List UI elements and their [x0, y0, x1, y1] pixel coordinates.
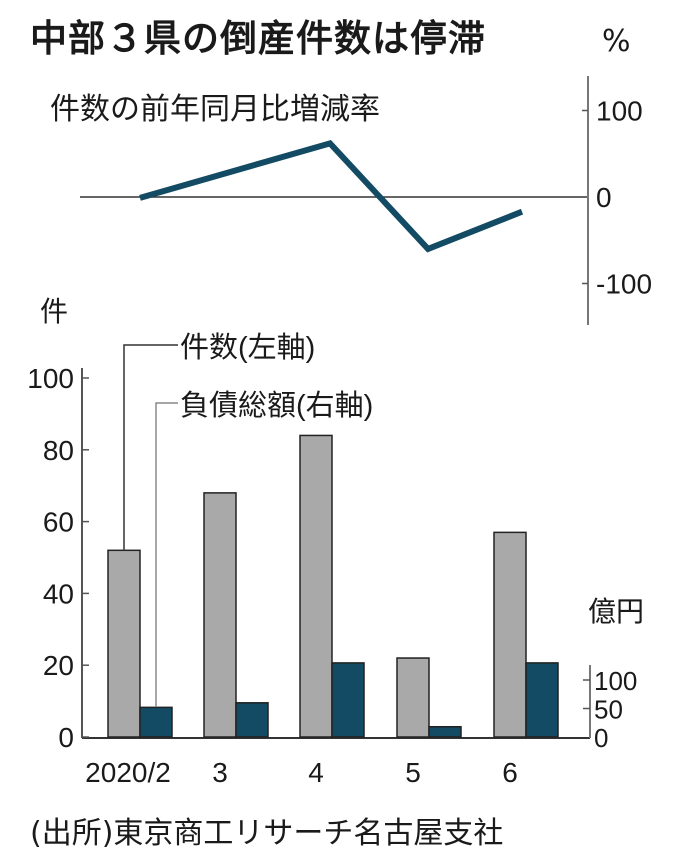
- left-tick-label: 0: [58, 722, 74, 753]
- left-tick-label: 40: [43, 578, 74, 609]
- debt-bar: [139, 706, 173, 738]
- line-y-tick-label: 100: [596, 96, 643, 127]
- line-y-tick-label: 0: [596, 182, 612, 213]
- bar-series: [107, 434, 559, 738]
- count-bar: [107, 549, 141, 738]
- count-bar: [203, 492, 237, 738]
- x-tick-label: 3: [212, 757, 228, 788]
- x-tick-label: 5: [405, 757, 421, 788]
- line-y-ticks: 100 0 -100: [582, 96, 652, 300]
- left-tick-label: 100: [27, 363, 74, 394]
- x-tick-label: 6: [502, 757, 518, 788]
- yoy-change-line: [139, 139, 524, 253]
- count-bar: [396, 657, 430, 738]
- chart-title: 中部３県の倒産件数は停滞: [30, 17, 486, 60]
- right-tick-label: 50: [594, 695, 623, 725]
- right-tick-label: 100: [594, 666, 637, 696]
- bar-left-ticks: 0 20 40 60 80 100: [27, 363, 89, 753]
- debt-bar: [428, 725, 462, 738]
- legend-leader-count: [123, 344, 178, 551]
- line-subtitle: 件数の前年同月比増減率: [50, 92, 380, 127]
- x-tick-label: 4: [308, 757, 324, 788]
- count-bar: [299, 434, 333, 738]
- count-bar: [493, 531, 527, 738]
- line-chart: 100 0 -100: [80, 76, 652, 325]
- line-y-tick-label: -100: [596, 269, 652, 300]
- legend-count: 件数(左軸): [180, 331, 315, 364]
- left-tick-label: 20: [43, 650, 74, 681]
- source-note: (出所)東京商工リサーチ名古屋支社: [30, 816, 504, 851]
- bar-left-unit-label: 件: [40, 295, 69, 328]
- left-tick-label: 60: [43, 507, 74, 538]
- right-tick-label: 0: [594, 723, 608, 753]
- x-tick-label: 2020/2: [85, 757, 171, 788]
- debt-bar: [235, 702, 269, 738]
- legend-debt: 負債総額(右軸): [180, 389, 373, 422]
- debt-bar: [331, 662, 365, 738]
- bar-right-unit-label: 億円: [588, 595, 645, 628]
- debt-bar: [525, 662, 559, 738]
- legend-leader-debt: [155, 402, 178, 707]
- line-unit-label: %: [602, 24, 631, 59]
- left-tick-label: 80: [43, 435, 74, 466]
- x-axis-labels: 2020/2 3 4 5 6: [85, 757, 518, 788]
